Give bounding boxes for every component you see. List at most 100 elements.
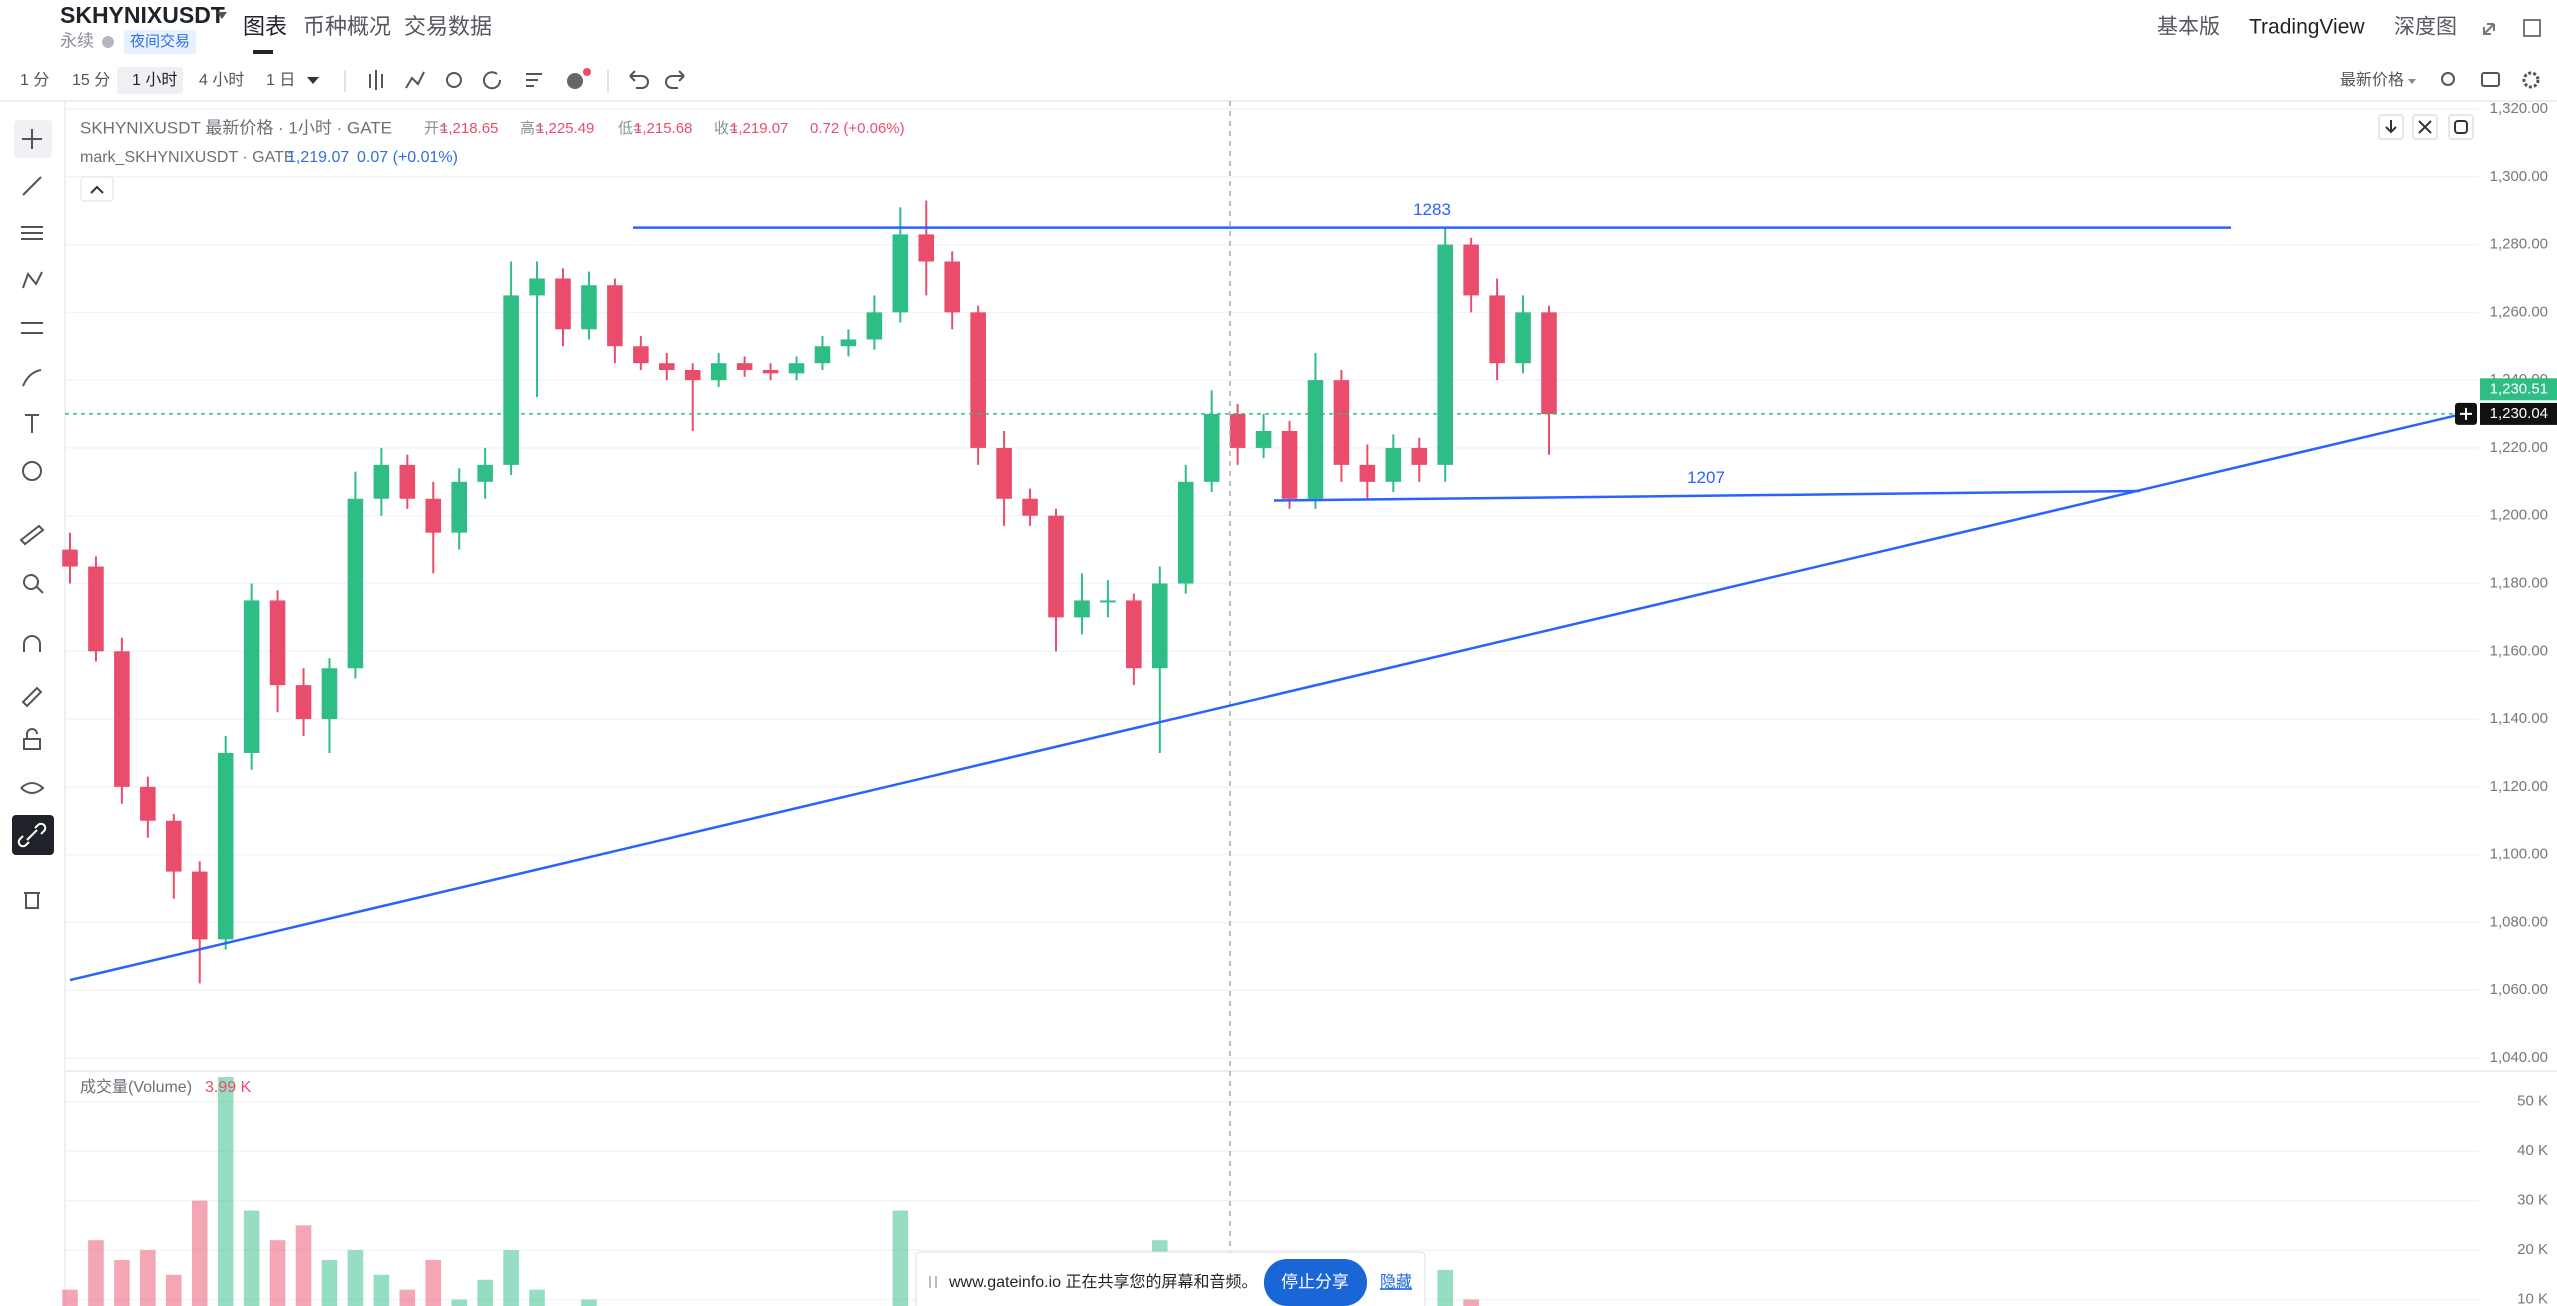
drawing-tool[interactable] — [23, 635, 41, 652]
candle-body — [1515, 312, 1531, 364]
drag-handle[interactable] — [929, 1276, 937, 1288]
candle-body — [840, 339, 857, 347]
candle-body — [1022, 498, 1038, 516]
layout-icon[interactable] — [526, 73, 542, 87]
y-tick-label: 20 K — [2517, 1241, 2548, 1258]
y-tick-label: 1,180.00 — [2490, 574, 2548, 591]
interval[interactable]: 4 小时 — [199, 71, 244, 89]
share-text: www.gateinfo.io 正在共享您的屏幕和音频。 — [948, 1273, 1258, 1291]
volume-bar — [1463, 1299, 1479, 1306]
candle-body — [1281, 430, 1298, 499]
interval[interactable]: 1 日 — [266, 72, 295, 89]
candle-body — [1152, 583, 1168, 669]
tab[interactable]: 币种概况 — [303, 14, 391, 39]
interval[interactable]: 15 分 — [72, 71, 110, 89]
drawing-tool[interactable] — [22, 369, 42, 387]
expand-icon[interactable] — [2483, 23, 2495, 35]
undo-icon[interactable] — [629, 70, 649, 89]
drawing-tool[interactable] — [22, 271, 43, 289]
ohlc-value: 1,225.49 — [536, 120, 594, 137]
candle-body — [347, 498, 364, 669]
volume-bar — [62, 1289, 78, 1306]
trend-label: 1283 — [1413, 200, 1451, 219]
drawing-tool[interactable] — [22, 176, 42, 196]
scroll-down-icon[interactable] — [2385, 120, 2397, 134]
price-type-dropdown[interactable] — [2408, 79, 2416, 84]
trend-line — [69, 412, 2463, 982]
control-button[interactable] — [2412, 114, 2438, 140]
drawing-tool[interactable] — [23, 574, 44, 594]
interval[interactable]: 1 小时 — [132, 71, 177, 89]
alert-icon[interactable] — [446, 72, 462, 88]
drawing-tool[interactable] — [17, 822, 47, 848]
view-switch[interactable]: 基本版 — [2157, 16, 2220, 39]
drawing-tool[interactable] — [21, 226, 43, 240]
candle-body — [269, 600, 286, 686]
candle-body — [114, 651, 130, 787]
candle-body — [1411, 447, 1428, 465]
y-tick-label: 1,160.00 — [2490, 642, 2548, 659]
reset-icon[interactable] — [2454, 120, 2468, 134]
add-order-icon[interactable] — [2460, 407, 2472, 420]
camera-icon[interactable] — [2481, 72, 2500, 87]
last-price-label: 1,230.04 — [2490, 405, 2548, 422]
price-type[interactable]: 最新价格 — [2340, 71, 2404, 89]
drawing-tool[interactable] — [25, 414, 39, 433]
collapse-icon[interactable] — [90, 185, 104, 194]
volume-bar — [88, 1240, 104, 1306]
scale-icon[interactable] — [2418, 120, 2432, 134]
ohlc-value: 1,218.65 — [440, 120, 498, 137]
settings-icon[interactable] — [2522, 71, 2540, 89]
contract-type: 永续 — [60, 31, 94, 50]
y-tick-label: 50 K — [2517, 1093, 2548, 1110]
control-button[interactable] — [2448, 114, 2474, 140]
ohlc-label: 开= — [424, 120, 448, 137]
candle-body — [814, 346, 831, 364]
drawing-tool[interactable] — [22, 461, 43, 481]
candle-body — [88, 566, 104, 652]
mark-change: 0.07 (+0.01%) — [357, 149, 458, 166]
stop-share-text[interactable]: 停止分享 — [1281, 1272, 1349, 1291]
candle-body — [684, 369, 701, 381]
fullscreen-icon[interactable] — [2523, 19, 2541, 37]
interval[interactable]: 1 分 — [20, 71, 49, 89]
drawing-tool[interactable] — [24, 892, 40, 909]
candle-body — [451, 481, 467, 533]
volume-bar — [1437, 1269, 1453, 1306]
plugin-icon[interactable] — [567, 73, 583, 89]
ohlc-value: 1,219.07 — [730, 120, 788, 137]
view-switch[interactable]: 深度图 — [2394, 16, 2457, 39]
drawing-tool[interactable] — [23, 728, 41, 750]
tab[interactable]: 交易数据 — [404, 14, 492, 39]
replay-icon[interactable] — [483, 71, 502, 90]
redo-icon[interactable] — [665, 70, 685, 89]
indicator-icon[interactable] — [405, 71, 425, 89]
night-badge — [124, 30, 196, 54]
drawing-tool[interactable] — [21, 322, 43, 334]
drawing-tool[interactable] — [22, 129, 42, 149]
drawing-tool[interactable] — [20, 782, 45, 794]
volume-bar — [166, 1274, 182, 1306]
candle-body — [1489, 295, 1505, 364]
view-switch[interactable]: TradingView — [2249, 16, 2365, 39]
y-tick-label: 40 K — [2517, 1142, 2548, 1159]
symbol-dropdown[interactable] — [217, 12, 227, 19]
ohlc-label: 低= — [618, 120, 642, 137]
candle-type-icon[interactable] — [369, 70, 383, 90]
search-icon[interactable] — [2441, 72, 2455, 86]
tab[interactable]: 图表 — [243, 14, 287, 39]
info-icon[interactable] — [102, 36, 114, 48]
drawing-tool[interactable] — [21, 686, 43, 708]
trend-label: 1207 — [1687, 468, 1725, 487]
drawing-tool[interactable] — [19, 524, 45, 546]
candle-body — [321, 668, 338, 720]
symbol[interactable]: SKHYNIXUSDT — [60, 2, 225, 28]
candle-body — [1229, 414, 1246, 448]
stop-share-button[interactable] — [1264, 1259, 1367, 1306]
collapse-button[interactable] — [80, 176, 114, 202]
night-badge-text: 夜间交易 — [130, 32, 190, 50]
control-button[interactable] — [2378, 114, 2404, 140]
volume-bar — [581, 1299, 597, 1306]
hide-link[interactable]: 隐藏 — [1380, 1273, 1412, 1291]
interval-dropdown[interactable] — [307, 77, 319, 84]
